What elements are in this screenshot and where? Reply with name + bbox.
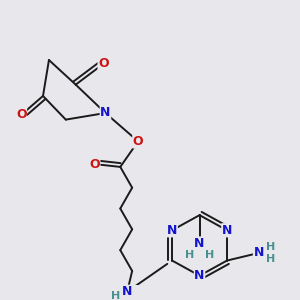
Text: N: N [254,247,264,260]
Text: O: O [16,108,26,122]
Text: H: H [185,250,194,260]
Text: H: H [205,250,214,260]
Text: N: N [222,224,232,237]
Text: O: O [89,158,100,171]
Text: N: N [100,106,111,119]
Text: H: H [111,290,120,300]
Text: H: H [266,242,275,252]
Text: N: N [194,269,205,282]
Text: N: N [167,224,177,237]
Text: N: N [122,285,132,298]
Text: N: N [194,237,205,250]
Text: H: H [266,254,275,264]
Text: O: O [133,135,143,148]
Text: O: O [98,57,109,70]
